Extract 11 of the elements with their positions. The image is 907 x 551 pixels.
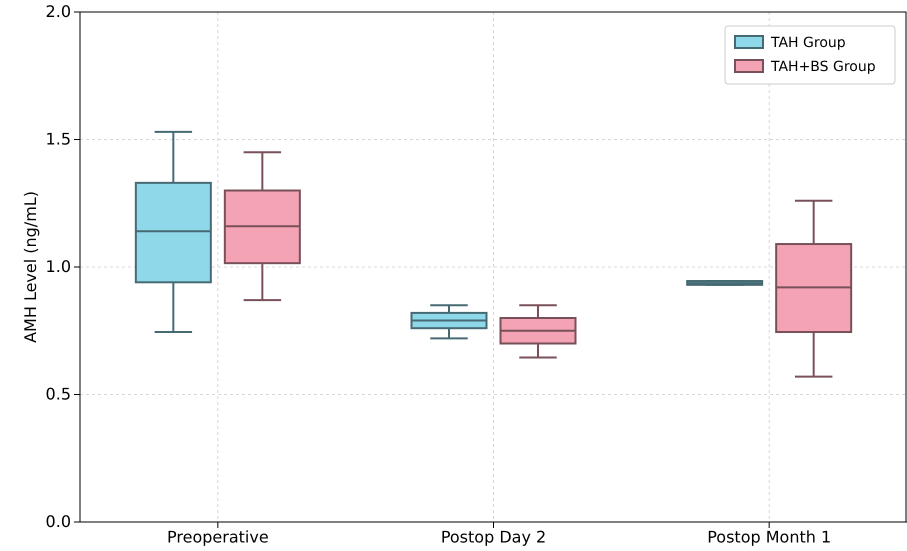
legend-label: TAH+BS Group [770,59,876,75]
x-tick-label: Postop Day 2 [440,527,546,546]
y-tick-label: 0.5 [46,384,71,404]
y-axis-title: AMH Level (ng/mL) [21,191,40,343]
y-tick-label: 2.0 [46,2,71,22]
y-tick-label: 1.5 [46,130,71,149]
y-tick-label: 0.0 [46,512,71,532]
x-tick-label: Postop Month 1 [707,527,832,546]
x-tick-label: Preoperative [167,527,269,546]
y-tick-label: 1.0 [46,257,71,276]
legend-label: TAH Group [770,35,846,51]
